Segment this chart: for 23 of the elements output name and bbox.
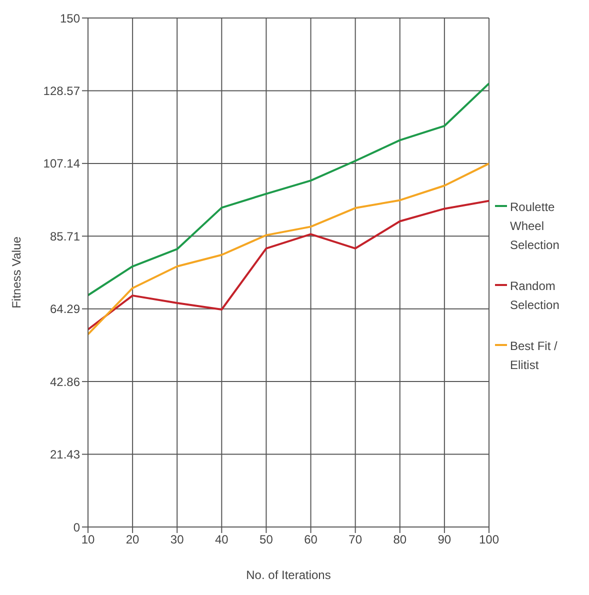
x-tick-label: 80 — [393, 532, 407, 547]
y-tick-label: 0 — [73, 520, 80, 534]
legend-label: Best Fit / Elitist — [510, 338, 558, 374]
y-tick-label: 42.86 — [50, 374, 80, 389]
x-tick-label: 100 — [478, 532, 500, 547]
x-tick-label: 30 — [170, 532, 184, 547]
x-axis-title: No. of Iterations — [246, 568, 331, 582]
y-tick-label: 107.14 — [43, 156, 80, 171]
x-tick-label: 90 — [438, 532, 452, 547]
y-tick-label: 128.57 — [43, 84, 80, 98]
y-tick-label: 21.43 — [50, 448, 80, 462]
y-tick-label: 85.71 — [50, 229, 80, 244]
y-tick-label: 64.29 — [50, 302, 80, 316]
y-axis-title: Fitness Value — [9, 236, 24, 308]
x-tick-label: 50 — [260, 532, 274, 547]
x-tick-label: 40 — [214, 532, 229, 547]
x-tick-label: 70 — [348, 532, 362, 547]
x-tick-label: 60 — [304, 532, 318, 547]
legend-label: Random Selection — [510, 278, 560, 314]
x-tick-label: 10 — [81, 532, 95, 547]
y-tick-label: 150 — [60, 11, 80, 26]
legend-label: Roulette Wheel Selection — [510, 199, 560, 254]
x-tick-label: 20 — [126, 532, 140, 547]
